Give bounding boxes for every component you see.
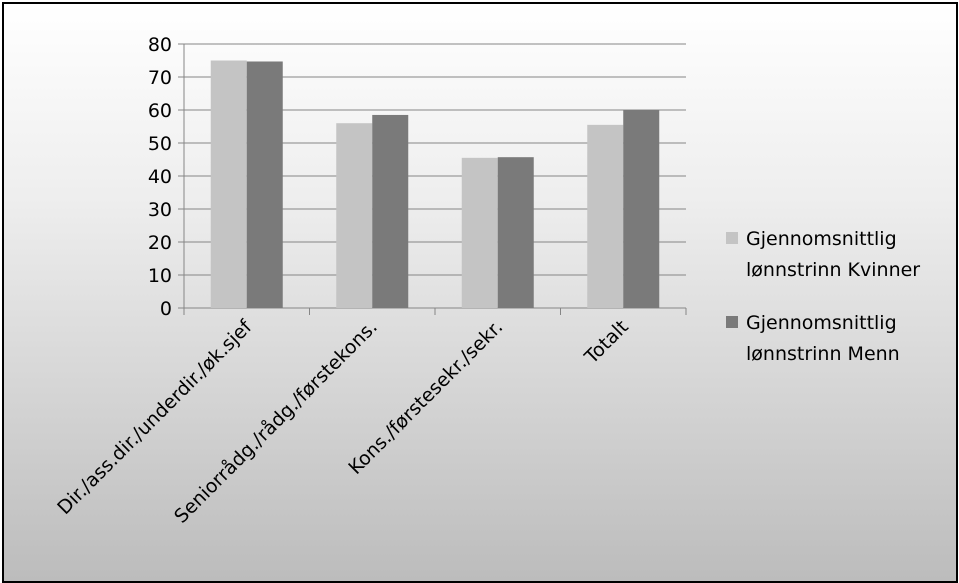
x-category-label: Seniorrådg./rådg./førstekons. — [169, 315, 381, 527]
bar-kvinner — [210, 60, 247, 308]
y-tick-label: 20 — [148, 232, 172, 254]
bar-kvinner — [461, 157, 498, 308]
bar-kvinner — [336, 123, 373, 308]
y-tick-label: 40 — [148, 166, 172, 188]
y-tick-label: 80 — [148, 34, 172, 56]
y-tick-label: 50 — [148, 133, 172, 155]
y-tick-label: 0 — [160, 298, 172, 320]
legend-label: lønnstrinn Menn — [746, 343, 900, 365]
bar-kvinner — [587, 124, 624, 308]
bar-menn — [246, 61, 283, 308]
bar-menn — [623, 110, 660, 308]
x-category-label: Dir./ass.dir./underdir./øk.sjef — [53, 315, 257, 519]
y-tick-label: 70 — [148, 67, 172, 89]
legend-swatch-kvinner — [726, 232, 738, 244]
legend-label: lønnstrinn Kvinner — [746, 259, 920, 281]
bar-menn — [372, 114, 409, 308]
x-category-label: Totalt — [580, 316, 633, 369]
legend-label: Gjennomsnittlig — [746, 228, 897, 250]
legend-swatch-menn — [726, 316, 738, 328]
y-tick-label: 10 — [148, 265, 172, 287]
legend-label: Gjennomsnittlig — [746, 312, 897, 334]
y-tick-label: 30 — [148, 199, 172, 221]
y-tick-label: 60 — [148, 100, 172, 122]
bar-menn — [497, 157, 534, 308]
bar-chart: 0 10 20 30 40 50 60 70 80 Dir./ass.dir./underdir.… — [53, 34, 920, 528]
